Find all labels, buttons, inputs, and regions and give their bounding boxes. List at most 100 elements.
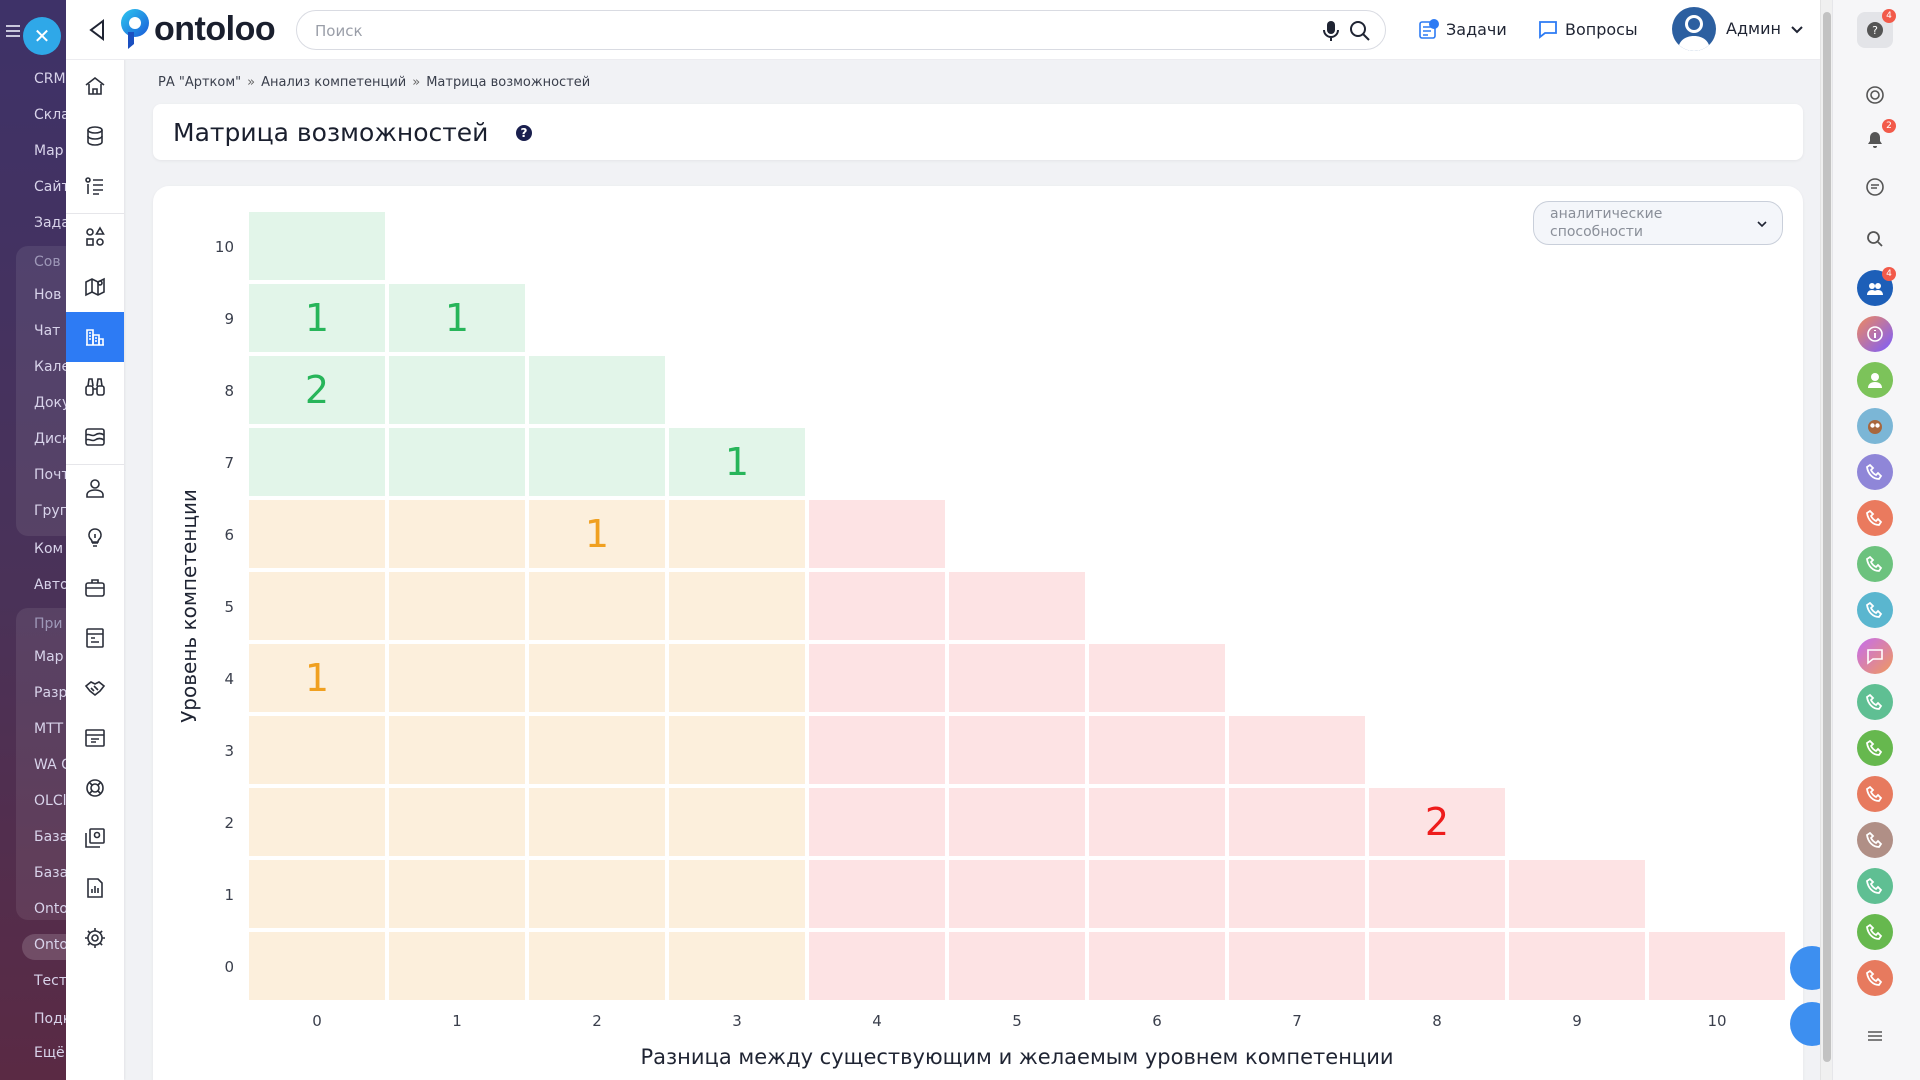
matrix-cell[interactable]	[389, 644, 525, 712]
matrix-cell[interactable]	[1229, 860, 1365, 928]
briefcase-icon[interactable]	[66, 563, 124, 613]
call-button[interactable]	[1857, 454, 1893, 490]
matrix-cell[interactable]	[669, 932, 805, 1000]
nav-item[interactable]: Ком	[34, 541, 64, 557]
nav-item[interactable]: Авто	[34, 577, 66, 593]
questions-link[interactable]: Вопросы	[1537, 18, 1638, 40]
matrix-cell[interactable]	[249, 284, 385, 352]
avatar[interactable]	[1672, 7, 1716, 51]
matrix-cell[interactable]	[809, 716, 945, 784]
call-button[interactable]	[1857, 868, 1893, 904]
nav-item[interactable]: Кале	[34, 359, 66, 375]
matrix-cell[interactable]	[389, 572, 525, 640]
list-settings-icon[interactable]	[66, 161, 124, 211]
org-structure-icon[interactable]	[66, 312, 124, 362]
matrix-cell[interactable]	[529, 644, 665, 712]
bot-button[interactable]	[1857, 408, 1893, 444]
matrix-cell[interactable]	[949, 572, 1085, 640]
nav-item[interactable]: Разр	[34, 685, 66, 701]
matrix-cell[interactable]	[529, 428, 665, 496]
matrix-cell[interactable]	[809, 500, 945, 568]
call-button[interactable]	[1857, 592, 1893, 628]
matrix-cell[interactable]	[1089, 716, 1225, 784]
matrix-cell[interactable]	[389, 932, 525, 1000]
map-pin-icon[interactable]	[66, 262, 124, 312]
chevron-down-icon[interactable]	[1789, 21, 1805, 37]
matrix-cell[interactable]	[529, 500, 665, 568]
matrix-cell[interactable]	[249, 932, 385, 1000]
user-name[interactable]: Админ	[1726, 19, 1781, 38]
call-button[interactable]	[1857, 500, 1893, 536]
matrix-cell[interactable]	[669, 716, 805, 784]
matrix-cell[interactable]	[529, 860, 665, 928]
matrix-cell[interactable]	[809, 572, 945, 640]
shapes-icon[interactable]	[66, 212, 124, 262]
matrix-cell[interactable]	[389, 788, 525, 856]
matrix-cell[interactable]	[249, 572, 385, 640]
matrix-cell[interactable]	[249, 716, 385, 784]
matrix-cell[interactable]	[389, 716, 525, 784]
matrix-cell[interactable]	[1649, 932, 1785, 1000]
matrix-cell[interactable]	[809, 644, 945, 712]
matrix-cell[interactable]	[249, 356, 385, 424]
nav-item[interactable]: Мар	[34, 649, 64, 665]
nav-item[interactable]: OLCl	[34, 793, 66, 809]
matrix-cell[interactable]	[1089, 644, 1225, 712]
matrix-cell[interactable]	[1229, 932, 1365, 1000]
nav-item[interactable]: Груп	[34, 503, 66, 519]
logo[interactable]: ontoloo	[120, 8, 276, 50]
nav-item[interactable]: Ещё	[34, 1045, 65, 1061]
messages-button[interactable]	[1857, 169, 1893, 205]
home-icon[interactable]	[66, 61, 124, 111]
matrix-cell[interactable]	[529, 932, 665, 1000]
dashboard-icon[interactable]	[66, 713, 124, 763]
help-center-button[interactable]: ? 4	[1857, 9, 1896, 48]
matrix-cell[interactable]	[249, 860, 385, 928]
call-button[interactable]	[1857, 960, 1893, 996]
matrix-cell[interactable]	[1369, 788, 1505, 856]
matrix-cell[interactable]	[529, 788, 665, 856]
nav-item[interactable]: WA C	[34, 757, 66, 773]
matrix-cell[interactable]	[1089, 932, 1225, 1000]
matrix-cell[interactable]	[669, 572, 805, 640]
info-button[interactable]	[1857, 316, 1893, 352]
call-button[interactable]	[1857, 546, 1893, 582]
tasks-link[interactable]: 2 Задачи	[1418, 18, 1507, 40]
matrix-cell[interactable]	[249, 212, 385, 280]
matrix-cell[interactable]	[249, 428, 385, 496]
binoculars-icon[interactable]	[66, 362, 124, 412]
nav-item[interactable]: Нов	[34, 287, 62, 303]
nav-item[interactable]: Onto	[34, 937, 66, 953]
lightbulb-icon[interactable]	[66, 513, 124, 563]
nav-item[interactable]: Чат	[34, 323, 61, 339]
matrix-cell[interactable]	[389, 356, 525, 424]
waves-icon[interactable]	[66, 412, 124, 462]
database-icon[interactable]	[66, 111, 124, 161]
call-button[interactable]	[1857, 684, 1893, 720]
nav-item[interactable]: Доку	[34, 395, 66, 411]
call-button[interactable]	[1857, 822, 1893, 858]
nav-item[interactable]: Сайт	[34, 179, 66, 195]
matrix-cell[interactable]	[809, 932, 945, 1000]
matrix-cell[interactable]	[1369, 860, 1505, 928]
support-icon[interactable]	[66, 763, 124, 813]
breadcrumb-item[interactable]: РА "Артком"	[158, 75, 242, 90]
nav-item[interactable]: Скла	[34, 107, 66, 123]
nav-item[interactable]: Диск	[34, 431, 66, 447]
matrix-cell[interactable]	[949, 716, 1085, 784]
settings-icon[interactable]	[66, 913, 124, 963]
matrix-cell[interactable]	[809, 860, 945, 928]
matrix-cell[interactable]	[669, 428, 805, 496]
more-button[interactable]	[1857, 1018, 1893, 1054]
menu-icon[interactable]	[6, 22, 20, 40]
notifications-button[interactable]: 2	[1857, 119, 1896, 158]
matrix-cell[interactable]	[809, 788, 945, 856]
matrix-cell[interactable]	[669, 788, 805, 856]
matrix-cell[interactable]	[949, 788, 1085, 856]
nav-item[interactable]: Зада	[34, 215, 66, 231]
contact-button[interactable]	[1857, 362, 1893, 398]
chat-button[interactable]	[1857, 638, 1893, 674]
matrix-cell[interactable]	[669, 644, 805, 712]
nav-item[interactable]: Почт	[34, 467, 66, 483]
matrix-cell[interactable]	[529, 356, 665, 424]
